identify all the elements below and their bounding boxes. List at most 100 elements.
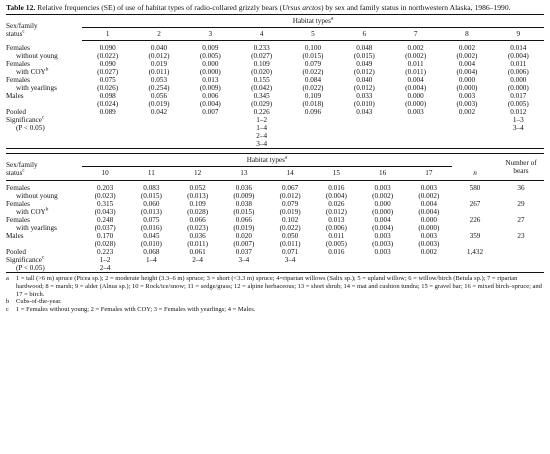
se-cell: (0.020) bbox=[251, 68, 273, 77]
col-header-5: 5 bbox=[287, 27, 339, 42]
pooled-cell: 0.003 bbox=[374, 248, 391, 257]
value-cell: 0.170 bbox=[97, 232, 114, 241]
value-cell: 0.003 bbox=[374, 232, 391, 241]
table-label: Table 12. bbox=[6, 3, 36, 12]
value-cell: 0.011 bbox=[407, 60, 424, 69]
value-cell: 0.009 bbox=[202, 44, 219, 53]
pooled-cell: 0.223 bbox=[97, 248, 114, 257]
caption-species: Ursus arctos bbox=[282, 3, 321, 12]
table-caption: Table 12. Relative frequencies (SE) of u… bbox=[6, 3, 544, 12]
value-cell: 0.000 bbox=[510, 76, 527, 85]
row-sublabel: with yearlings bbox=[16, 84, 57, 93]
value-cell: 0.000 bbox=[202, 60, 219, 69]
se-cell: (0.042) bbox=[251, 84, 273, 93]
se-cell: (0.024) bbox=[97, 100, 119, 109]
se-cell: (0.018) bbox=[302, 100, 324, 109]
value-cell: 0.098 bbox=[99, 92, 116, 101]
significance-pair: 3–4 bbox=[284, 256, 296, 265]
pooled-cell: 0.043 bbox=[356, 108, 373, 117]
value-cell: 0.004 bbox=[374, 216, 391, 225]
value-cell: 0.060 bbox=[143, 200, 160, 209]
value-cell: 0.020 bbox=[235, 232, 252, 241]
row-label: Males bbox=[6, 232, 24, 241]
se-cell: (0.012) bbox=[148, 52, 170, 61]
value-cell: 0.066 bbox=[189, 216, 206, 225]
se-cell: (0.012) bbox=[353, 68, 375, 77]
value-cell: 0.000 bbox=[374, 200, 391, 209]
data-row: Females 0.248 0.075 0.066 0.066 0.102 0.013 0.0… bbox=[6, 216, 544, 224]
number-of-bears-header: Number of bears bbox=[498, 153, 544, 180]
habitat-table-part-2: Sex/family statusc Habitat typesa n Numb… bbox=[6, 153, 544, 274]
se-cell: (0.003) bbox=[456, 100, 478, 109]
data-row: Females 0.090 0.040 0.009 0.233 0.100 0.048 0.0… bbox=[6, 44, 544, 52]
value-cell: 0.000 bbox=[458, 76, 476, 85]
col-header-4: 4 bbox=[235, 27, 288, 42]
se-cell: (0.000) bbox=[405, 100, 427, 109]
data-row: Females 0.315 0.060 0.109 0.038 0.079 0.026 0.0… bbox=[6, 200, 544, 208]
se-cell: (0.010) bbox=[353, 100, 375, 109]
sig-col-10-rest: 2–4 bbox=[82, 264, 129, 274]
value-cell: 0.036 bbox=[189, 232, 206, 241]
significance-pair: 2–4 bbox=[192, 256, 204, 265]
data-row: Males 0.170 0.045 0.036 0.020 0.050 0.011 0.003… bbox=[6, 232, 544, 240]
value-cell: 0.013 bbox=[202, 76, 219, 85]
se-cell: (0.028) bbox=[94, 240, 116, 249]
col-header-14: 14 bbox=[286, 169, 294, 178]
significance-label: Significancec bbox=[6, 255, 45, 265]
significance-pair: 3–4 bbox=[256, 140, 268, 149]
se-cell: (0.016) bbox=[140, 224, 162, 233]
se-cell: (0.003) bbox=[418, 240, 440, 249]
pooled-cell: 0.042 bbox=[150, 108, 168, 117]
footnote: a 1 = tall (>6 m) spruce (Picea sp.); 2 =… bbox=[6, 275, 544, 298]
caption-text-b: ) by sex and family status in northweste… bbox=[320, 3, 511, 12]
value-cell: 0.203 bbox=[97, 184, 114, 193]
se-cell: (0.009) bbox=[233, 192, 255, 201]
row-sublabel bbox=[6, 240, 82, 248]
se-row: with COYb (0.027) (0.011) (0.000) (0.020) (0.… bbox=[6, 67, 544, 77]
stub-head: Sex/family statusc bbox=[6, 153, 82, 180]
value-cell: 0.011 bbox=[328, 232, 345, 241]
value-cell: 0.345 bbox=[253, 92, 270, 101]
se-cell: (0.029) bbox=[251, 100, 273, 109]
se-cell: (0.015) bbox=[302, 52, 324, 61]
pooled-n-cell: 1,432 bbox=[466, 248, 484, 257]
value-cell: 0.048 bbox=[356, 44, 373, 53]
significance-row: Significancec 1–2 1–3 bbox=[6, 115, 544, 125]
se-cell: (0.009) bbox=[199, 84, 221, 93]
data-row: Females 0.090 0.019 0.000 0.109 0.079 0.049 0.0… bbox=[6, 60, 544, 68]
col-header-7: 7 bbox=[389, 27, 442, 42]
se-cell: (0.015) bbox=[353, 52, 375, 61]
bears-cell: 27 bbox=[517, 216, 525, 225]
pooled-cell: 0.012 bbox=[510, 108, 527, 117]
stub-head-line-2: statusc bbox=[6, 29, 25, 39]
significance-pair: 1–2 bbox=[256, 116, 268, 125]
se-cell: (0.007) bbox=[233, 240, 255, 249]
se-cell: (0.027) bbox=[97, 68, 119, 77]
value-cell: 0.040 bbox=[356, 76, 373, 85]
se-cell: (0.002) bbox=[456, 52, 478, 61]
value-cell: 0.315 bbox=[97, 200, 114, 209]
footnote-mark: c bbox=[6, 305, 9, 313]
se-row: without young (0.022) (0.012) (0.005) (0.027… bbox=[6, 52, 544, 60]
value-cell: 0.014 bbox=[510, 44, 527, 53]
pooled-cell: 0.068 bbox=[143, 248, 160, 257]
pooled-cell: 0.226 bbox=[253, 108, 270, 117]
value-cell: 0.019 bbox=[150, 60, 168, 69]
footnotes: a 1 = tall (>6 m) spruce (Picea sp.); 2 =… bbox=[6, 275, 544, 313]
significance-p: (P < 0.05) bbox=[6, 124, 82, 150]
data-row: Females 0.203 0.083 0.052 0.036 0.067 0.016 0.0… bbox=[6, 184, 544, 192]
se-cell: (0.015) bbox=[140, 192, 162, 201]
se-cell: (0.000) bbox=[456, 84, 478, 93]
value-cell: 0.075 bbox=[99, 76, 116, 85]
value-cell: 0.109 bbox=[304, 92, 322, 101]
bears-cell: 29 bbox=[517, 200, 525, 209]
n-cell: 580 bbox=[469, 184, 481, 193]
footnote-text: 1 = tall (>6 m) spruce (Picea sp.); 2 = … bbox=[16, 275, 542, 298]
se-cell: (0.012) bbox=[325, 208, 347, 217]
se-cell: (0.004) bbox=[405, 84, 427, 93]
significance-row: Significancec 1–2 1–4 2–4 3–4 3–4 bbox=[6, 255, 544, 265]
pooled-cell: 0.002 bbox=[420, 248, 437, 257]
significance-pair: 1–2 bbox=[99, 256, 111, 265]
value-cell: 0.004 bbox=[407, 76, 424, 85]
